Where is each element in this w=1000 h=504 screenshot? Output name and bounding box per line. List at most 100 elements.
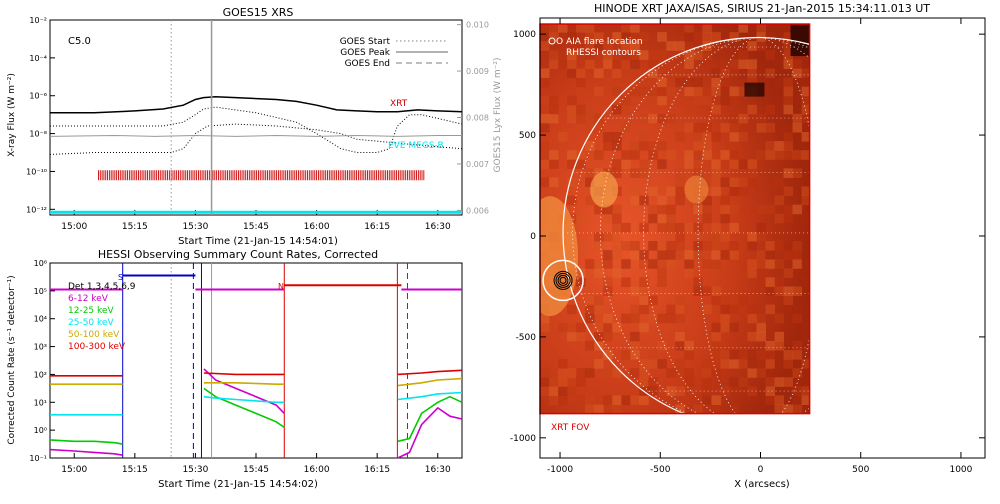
- xrt-image-pixel-block: [765, 68, 776, 79]
- hessi-x-tick-label: 15:30: [182, 465, 208, 475]
- xrt-image-pixel-block: [765, 122, 776, 133]
- xrt-image-pixel-block: [702, 304, 712, 315]
- xrt-image-pixel-block: [747, 268, 757, 278]
- xrt-image-pixel-block: [666, 86, 676, 97]
- xrt-image-pixel-block: [702, 86, 712, 97]
- xrt-image-pixel-block: [558, 386, 568, 396]
- xrt-image-pixel-block: [765, 32, 776, 42]
- xrt-image-pixel-block: [576, 268, 586, 278]
- xrt-image-pixel-block: [630, 50, 640, 60]
- xrt-image-pixel-block: [585, 32, 595, 42]
- xrt-image-pixel-block: [738, 350, 748, 360]
- xrt-image-pixel-block: [612, 368, 622, 378]
- xrt-image-pixel-block: [693, 132, 703, 142]
- goes-x-tick-label: 15:15: [122, 222, 148, 232]
- xrt-image-pixel-block: [702, 141, 712, 151]
- xrt-image-pixel-block: [711, 186, 721, 197]
- xrt-image-pixel-block: [774, 395, 785, 406]
- xrt-image-pixel-block: [657, 259, 667, 269]
- hessi-y-tick-label: 10⁴: [34, 315, 47, 324]
- xrt-image-pixel-block: [765, 204, 776, 215]
- xrt-image-pixel-block: [630, 59, 640, 69]
- hessi-series-100-300-kev: [203, 372, 285, 376]
- xrt-image-pixel-block: [801, 195, 810, 206]
- xrt-image-pixel-block: [549, 159, 559, 169]
- xrt-y-tick-label: 500: [519, 131, 536, 141]
- xrt-image-pixel-block: [594, 113, 604, 124]
- hessi-y-tick-label: 10⁶: [34, 259, 47, 268]
- xrt-image-pixel-block: [558, 322, 568, 333]
- xrt-image-pixel-block: [594, 241, 604, 251]
- xrt-image-pixel-block: [801, 277, 810, 287]
- xrt-image-pixel-block: [612, 395, 622, 406]
- xrt-image-pixel-block: [630, 304, 640, 315]
- goes-legend-end: GOES End: [345, 59, 390, 69]
- xrt-image-pixel-block: [657, 241, 667, 251]
- hessi-x-tick-label: 16:00: [304, 465, 330, 475]
- xrt-image-pixel-block: [657, 340, 667, 351]
- xrt-image-pixel-block: [675, 295, 685, 306]
- xrt-image-pixel-block: [756, 259, 767, 269]
- xrt-image-pixel-block: [621, 222, 631, 233]
- xrt-image-pixel-block: [585, 24, 595, 33]
- hessi-legend-6-12: 6-12 keV: [68, 294, 109, 304]
- xrt-image-pixel-block: [540, 350, 550, 360]
- xrt-image-pixel-block: [603, 313, 613, 324]
- goes-y2-tick-label: 0.006: [466, 206, 489, 215]
- xrt-image-pixel-block: [720, 204, 730, 215]
- goes-series-lyx: [49, 134, 462, 137]
- xrt-image-pixel-block: [693, 32, 703, 42]
- xrt-x-tick-label: 500: [852, 465, 869, 475]
- xrt-image-pixel-block: [603, 250, 613, 260]
- xrt-image-pixel-block: [711, 404, 721, 414]
- xrt-image-pixel-block: [621, 313, 631, 324]
- xrt-image-pixel-block: [720, 304, 730, 315]
- xrt-image-pixel-block: [693, 168, 703, 178]
- xrt-image-pixel-block: [612, 250, 622, 260]
- xrt-image-pixel-block: [594, 259, 604, 269]
- goes-y-tick-label: 10⁻¹⁰: [26, 167, 47, 176]
- xrt-image-pixel-block: [612, 231, 622, 242]
- xrt-image-pixel-block: [747, 313, 757, 324]
- xrt-image-pixel-block: [720, 322, 730, 333]
- xrt-image-pixel-block: [711, 231, 721, 242]
- xrt-image-pixel-block: [603, 132, 613, 142]
- xrt-image-pixel-block: [729, 250, 739, 260]
- goes-y2-tick-label: 0.010: [466, 21, 489, 30]
- xrt-image-pixel-block: [702, 204, 712, 215]
- xrt-image-pixel-block: [630, 395, 640, 406]
- goes-title: GOES15 XRS: [223, 6, 294, 19]
- xrt-image-pixel-block: [702, 41, 712, 51]
- xrt-image-pixel-block: [639, 295, 649, 306]
- xrt-image-pixel-block: [801, 150, 810, 160]
- xrt-image-pixel-block: [603, 350, 613, 360]
- xrt-x-tick-label: 0: [758, 465, 764, 475]
- hessi-x-tick-label: 15:00: [61, 465, 87, 475]
- xrt-image-pixel-block: [603, 322, 613, 333]
- xrt-image-pixel-block: [711, 168, 721, 178]
- xrt-image-pixel-block: [675, 304, 685, 315]
- xrt-image-pixel-block: [702, 241, 712, 251]
- hessi-series-12-25-kev: [203, 387, 285, 429]
- xrt-image-pixel-block: [756, 122, 767, 133]
- xrt-image-pixel-block: [747, 68, 757, 79]
- xrt-image-pixel-block: [630, 24, 640, 33]
- xrt-image-pixel-block: [594, 204, 604, 215]
- xrt-image-pixel-block: [702, 377, 712, 387]
- xrt-image-pixel-block: [576, 213, 586, 224]
- xrt-image-pixel-block: [756, 250, 767, 260]
- xrt-image-pixel-block: [675, 359, 685, 369]
- xrt-image-pixel-block: [801, 359, 810, 369]
- xrt-image-pixel-block: [657, 359, 667, 369]
- xrt-image-pixel-block: [738, 159, 748, 169]
- xrt-image-pixel-block: [783, 295, 794, 306]
- xrt-image-pixel-block: [585, 168, 595, 178]
- xrt-image-pixel-block: [765, 304, 776, 315]
- xrt-image-pixel-block: [603, 368, 613, 378]
- xrt-image-pixel-block: [702, 231, 712, 242]
- xrt-image-pixel-block: [774, 150, 785, 160]
- xrt-image-pixel-block: [567, 304, 577, 315]
- hessi-y-tick-label: 10³: [34, 343, 47, 352]
- xrt-image-pixel-block: [702, 32, 712, 42]
- xrt-image-pixel-block: [657, 95, 667, 106]
